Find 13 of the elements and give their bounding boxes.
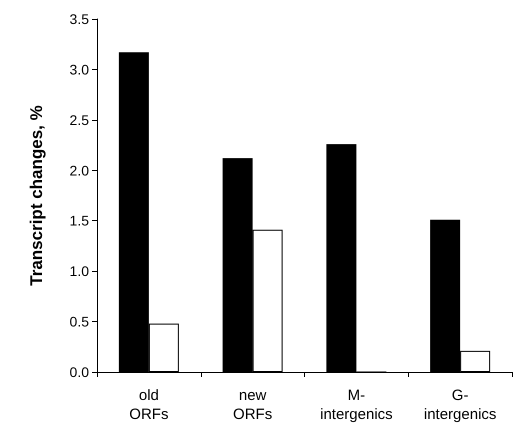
y-tick-label: 0.0 [70,364,90,380]
y-tick-label: 0.5 [70,314,90,330]
y-axis-title: Transcript changes, % [27,105,46,286]
y-tick-label: 3.5 [70,11,90,27]
y-tick-label: 2.0 [70,162,90,178]
y-tick-label: 1.0 [70,263,90,280]
x-tick-label: old ORFs [129,387,168,423]
x-tick-label: G- intergenics [424,387,496,423]
y-tick-label: 3.0 [70,61,90,78]
x-tick-label: new ORFs [233,387,272,423]
y-tick-label: 1.5 [70,212,90,229]
y-tick-label: 2.5 [70,112,90,128]
x-tick-label: M- intergenics [320,387,393,423]
